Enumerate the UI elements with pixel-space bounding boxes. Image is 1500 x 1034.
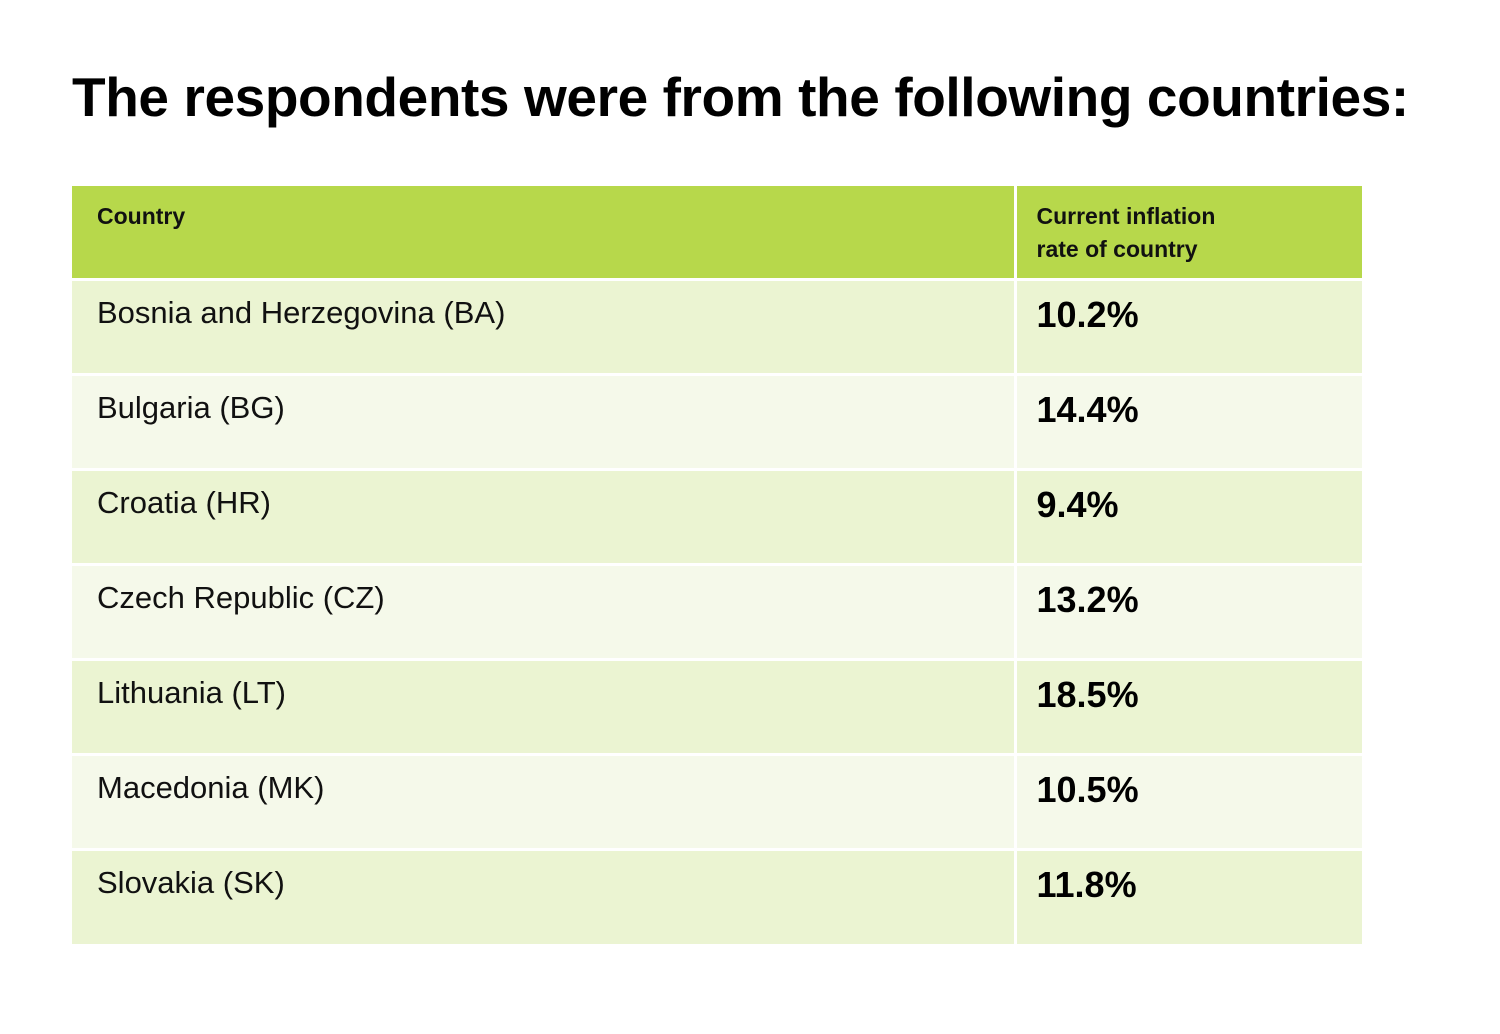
inflation-rate-cell: 11.8% xyxy=(1015,849,1362,944)
inflation-rate-column-header: Current inflation rate of country xyxy=(1015,186,1362,281)
country-column-header: Country xyxy=(72,186,1017,281)
country-column-header-label: Country xyxy=(97,203,186,229)
country-cell: Slovakia (SK) xyxy=(72,849,1017,944)
table-row: Macedonia (MK) 10.5% xyxy=(72,754,1362,851)
inflation-rate-cell: 10.5% xyxy=(1015,754,1362,851)
table-row: Bulgaria (BG) 14.4% xyxy=(72,374,1362,471)
page-title: The respondents were from the following … xyxy=(72,66,1409,128)
inflation-rate-cell: 14.4% xyxy=(1015,374,1362,471)
country-cell: Bosnia and Herzegovina (BA) xyxy=(72,279,1017,376)
inflation-rate-cell: 10.2% xyxy=(1015,279,1362,376)
inflation-rate-header-line2: rate of country xyxy=(1036,236,1198,262)
country-cell: Macedonia (MK) xyxy=(72,754,1017,851)
table-header-row: Country Current inflation rate of countr… xyxy=(72,186,1362,281)
inflation-rate-cell: 13.2% xyxy=(1015,564,1362,661)
countries-table: Country Current inflation rate of countr… xyxy=(72,186,1362,944)
table-row: Lithuania (LT) 18.5% xyxy=(72,659,1362,756)
table-row: Slovakia (SK) 11.8% xyxy=(72,849,1362,944)
country-cell: Czech Republic (CZ) xyxy=(72,564,1017,661)
table-row: Croatia (HR) 9.4% xyxy=(72,469,1362,566)
inflation-rate-cell: 18.5% xyxy=(1015,659,1362,756)
country-cell: Lithuania (LT) xyxy=(72,659,1017,756)
inflation-rate-cell: 9.4% xyxy=(1015,469,1362,566)
table-row: Bosnia and Herzegovina (BA) 10.2% xyxy=(72,279,1362,376)
table-row: Czech Republic (CZ) 13.2% xyxy=(72,564,1362,661)
inflation-rate-header-line1: Current inflation xyxy=(1036,203,1216,229)
country-cell: Bulgaria (BG) xyxy=(72,374,1017,471)
country-cell: Croatia (HR) xyxy=(72,469,1017,566)
